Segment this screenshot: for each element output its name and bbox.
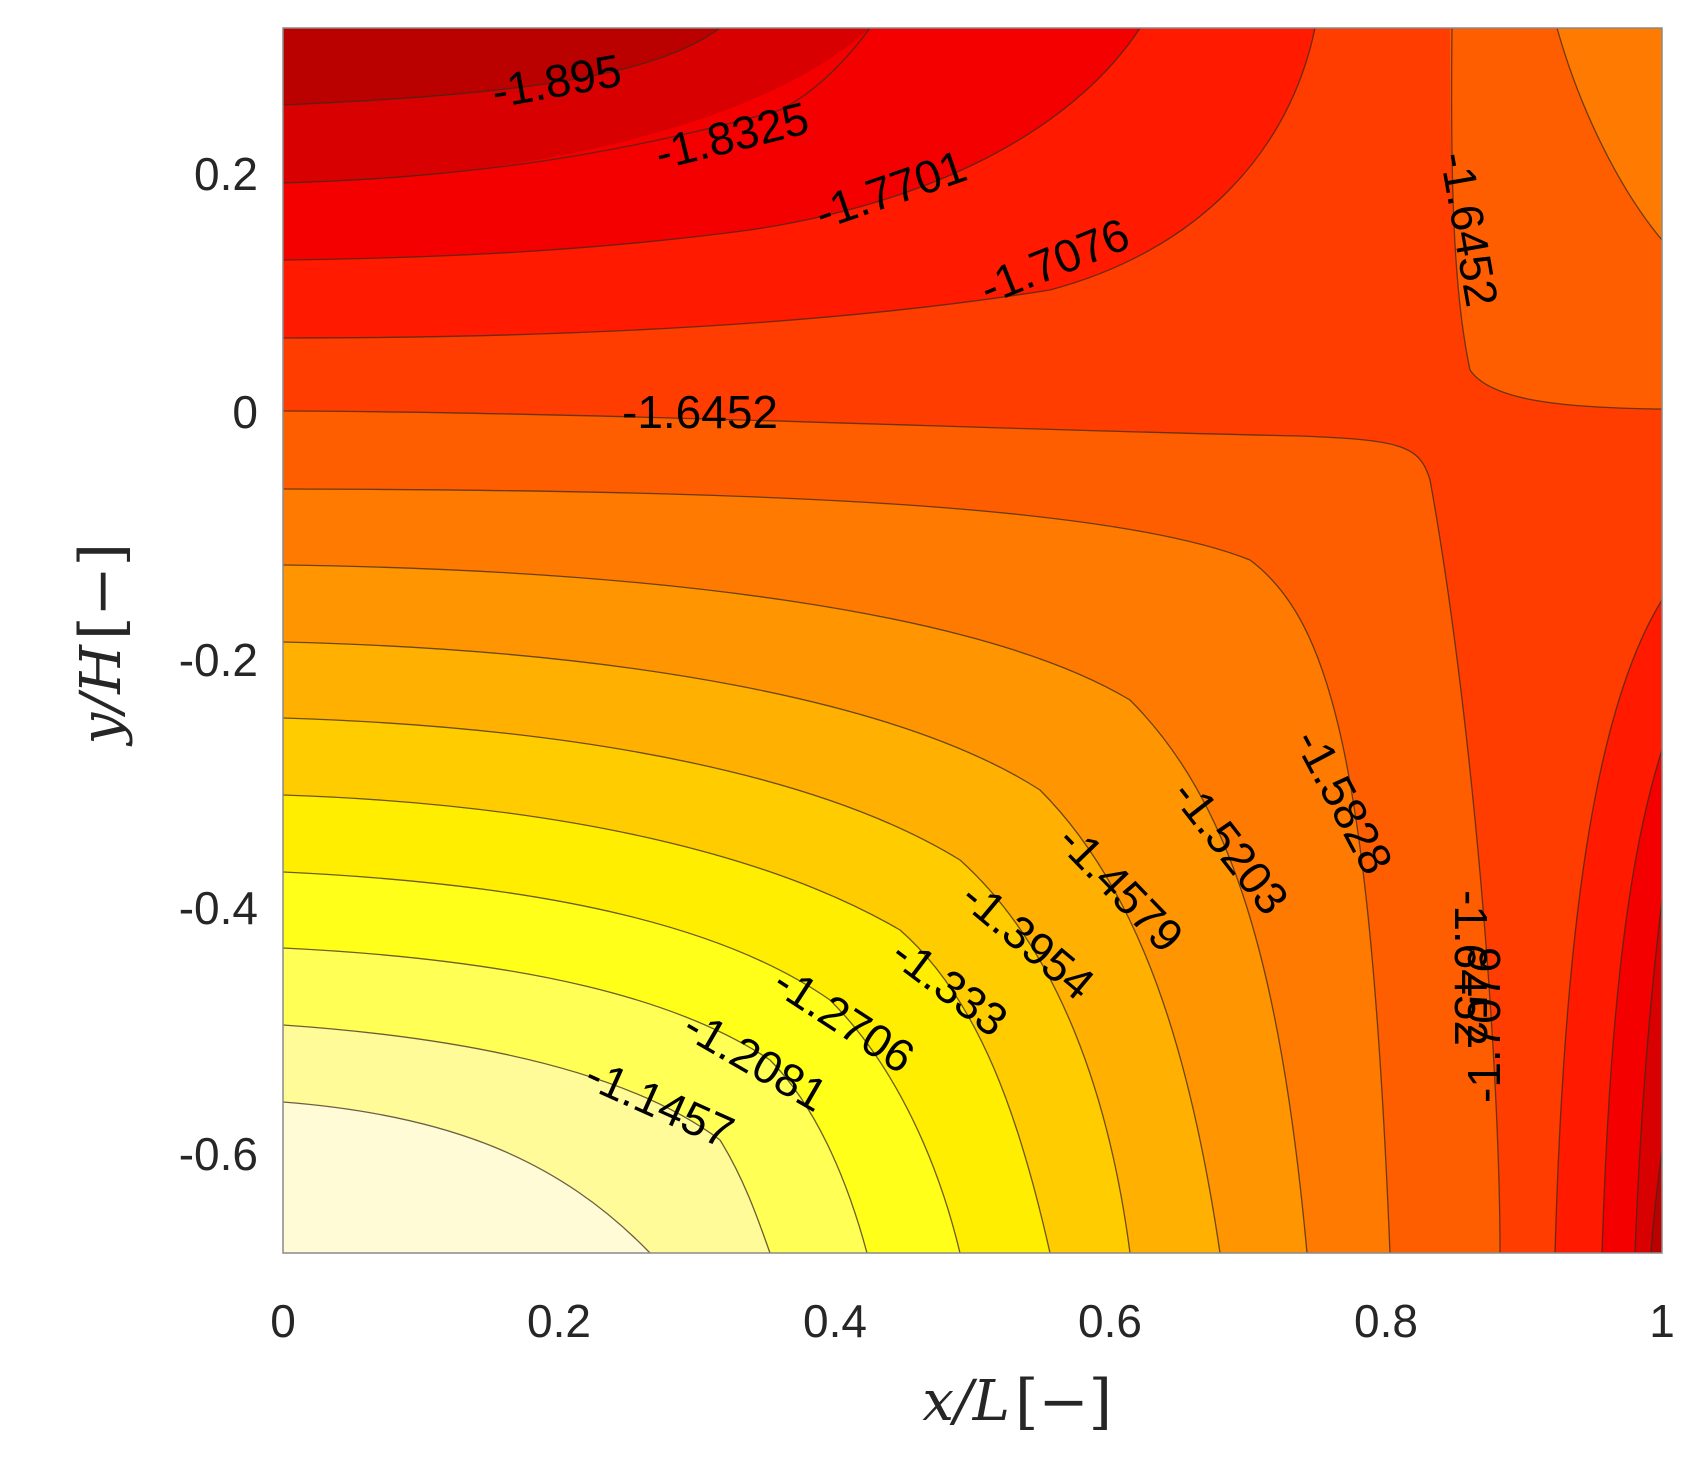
- band-1.0833: [283, 1102, 650, 1253]
- y-tick: 0: [232, 386, 258, 438]
- band-1.7076: [283, 28, 1662, 1253]
- y-axis-label-unit: [−]: [67, 543, 137, 640]
- y-tick: -0.2: [179, 634, 258, 686]
- x-axis-label-var: x/L: [922, 1369, 1010, 1434]
- contour-label: -1.6452: [1445, 890, 1497, 1046]
- y-tick: -0.4: [179, 882, 258, 934]
- x-tick: 0.6: [1078, 1295, 1142, 1347]
- x-axis-ticks: 0 0.2 0.4 0.6 0.8 1: [270, 1295, 1675, 1347]
- x-axis-label-unit: [−]: [1015, 1367, 1112, 1437]
- x-tick: 0: [270, 1295, 296, 1347]
- y-axis-label-var: y/H: [69, 644, 134, 748]
- contour-label: -1.7076: [1458, 947, 1510, 1103]
- plot-frame: [282, 27, 1663, 1254]
- band-right-1.895: [1635, 900, 1662, 1253]
- y-tick: -0.6: [179, 1128, 258, 1180]
- plot-area: -1.895 -1.8325 -1.7701 -1.7076 -1.6452 -…: [283, 28, 1662, 1253]
- x-tick: 0.4: [803, 1295, 867, 1347]
- contour-lines: [283, 28, 1662, 1253]
- x-tick: 0.2: [527, 1295, 591, 1347]
- x-axis-label: x/L [−]: [922, 1367, 1112, 1437]
- band-topright-2: [1557, 28, 1662, 240]
- contour-label: -1.6452: [622, 386, 778, 438]
- x-tick: 0.8: [1354, 1295, 1418, 1347]
- y-axis-ticks: 0.2 0 -0.2 -0.4 -0.6: [179, 148, 258, 1180]
- y-axis-label: y/H [−]: [67, 543, 137, 747]
- band-1.9574: [283, 28, 720, 105]
- y-tick: 0.2: [194, 148, 258, 200]
- x-tick: 1: [1649, 1295, 1675, 1347]
